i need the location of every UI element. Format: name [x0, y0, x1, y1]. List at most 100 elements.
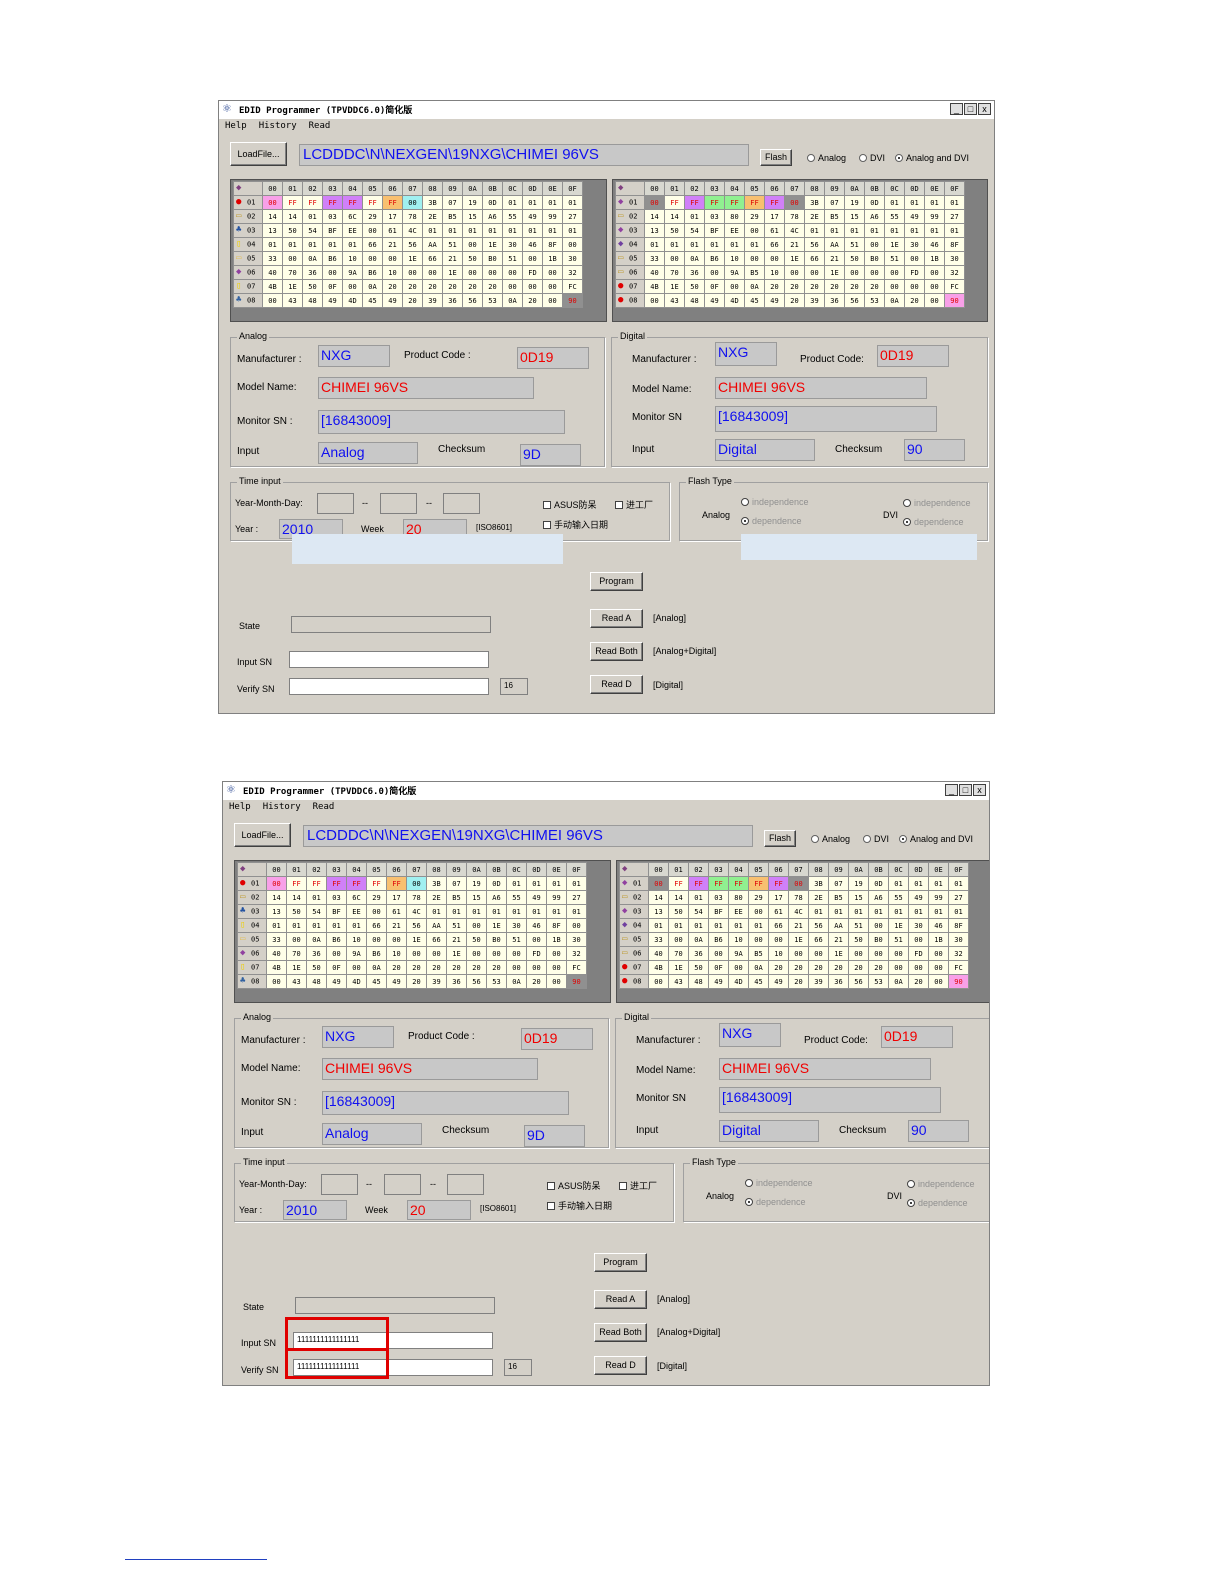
hex-cell[interactable]: 01	[546, 876, 567, 891]
hex-cell[interactable]: 49	[522, 209, 543, 224]
hex-cell[interactable]: 00	[426, 946, 447, 961]
hex-cell[interactable]: 1B	[546, 932, 567, 947]
hex-cell[interactable]: B6	[704, 251, 725, 266]
dvi-dependence-circle[interactable]	[907, 1199, 915, 1207]
hex-cell[interactable]: FF	[322, 195, 343, 210]
hex-cell[interactable]: 01	[466, 904, 487, 919]
hex-cell[interactable]: 00	[808, 946, 829, 961]
hex-cell[interactable]: 45	[748, 974, 769, 989]
hex-cell[interactable]: 0A	[744, 279, 765, 294]
hex-cell[interactable]: FF	[744, 195, 765, 210]
load-file-button[interactable]: LoadFile...	[230, 142, 287, 166]
menu-help[interactable]: Help	[225, 121, 247, 131]
analog-dependence-circle[interactable]	[741, 517, 749, 525]
flash-button[interactable]: Flash	[760, 149, 792, 166]
hex-cell[interactable]: 00	[768, 932, 789, 947]
hex-cell[interactable]: 49	[326, 974, 347, 989]
close-button[interactable]: x	[973, 784, 986, 796]
hex-cell[interactable]: 00	[908, 932, 929, 947]
hex-cell[interactable]: 8F	[944, 237, 965, 252]
hex-cell[interactable]: 01	[804, 223, 825, 238]
hex-cell[interactable]: 39	[426, 974, 447, 989]
hex-cell[interactable]: 00	[668, 932, 689, 947]
hex-cell[interactable]: 56	[462, 293, 483, 308]
manual-date-checkbox[interactable]: 手动输入日期	[547, 1199, 612, 1212]
hex-cell[interactable]: 00	[546, 960, 567, 975]
hex-cell[interactable]: 43	[282, 293, 303, 308]
hex-cell[interactable]: 00	[908, 960, 929, 975]
hex-cell[interactable]: 00	[848, 946, 869, 961]
hex-cell[interactable]: AA	[824, 237, 845, 252]
hex-cell[interactable]: 01	[924, 195, 945, 210]
hex-cell[interactable]: 39	[422, 293, 443, 308]
hex-cell[interactable]: 48	[688, 974, 709, 989]
hex-cell[interactable]: 40	[266, 946, 287, 961]
hex-cell[interactable]: 00	[868, 946, 889, 961]
hex-cell[interactable]: 01	[446, 904, 467, 919]
hex-cell[interactable]: 00	[482, 265, 503, 280]
hex-cell[interactable]: 50	[668, 904, 689, 919]
hex-cell[interactable]: 01	[688, 918, 709, 933]
hex-cell[interactable]: 15	[844, 209, 865, 224]
hex-cell[interactable]: 20	[904, 293, 925, 308]
hex-cell[interactable]: 13	[644, 223, 665, 238]
hex-cell[interactable]: 01	[808, 904, 829, 919]
hex-cell[interactable]: 20	[808, 960, 829, 975]
hex-cell[interactable]: 32	[944, 265, 965, 280]
hex-cell[interactable]: 4B	[648, 960, 669, 975]
program-button[interactable]: Program	[590, 572, 643, 591]
hex-cell[interactable]: 14	[648, 890, 669, 905]
hex-cell[interactable]: B0	[868, 932, 889, 947]
hex-cell[interactable]: 14	[282, 209, 303, 224]
hex-cell[interactable]: 1E	[664, 279, 685, 294]
hex-cell[interactable]: 61	[382, 223, 403, 238]
read-a-button[interactable]: Read A	[594, 1290, 647, 1309]
hex-cell[interactable]: 55	[502, 209, 523, 224]
factory-checkbox[interactable]: 进工厂	[615, 498, 653, 511]
hex-cell[interactable]: B5	[744, 265, 765, 280]
hex-cell[interactable]: 00	[888, 946, 909, 961]
hex-cell[interactable]: 00	[542, 293, 563, 308]
hex-cell[interactable]: 4B	[266, 960, 287, 975]
manual-date-checkbox[interactable]: 手动输入日期	[543, 518, 608, 531]
hex-cell[interactable]: 0D	[864, 195, 885, 210]
hex-cell[interactable]: 1E	[446, 946, 467, 961]
hex-cell[interactable]: 20	[804, 279, 825, 294]
hex-cell[interactable]: 1E	[784, 251, 805, 266]
day-input[interactable]	[447, 1174, 484, 1195]
hex-cell[interactable]: 01	[526, 904, 547, 919]
hex-cell[interactable]: 00	[286, 932, 307, 947]
hex-cell[interactable]: FF	[366, 876, 387, 891]
hex-cell[interactable]: 00	[928, 974, 949, 989]
hex-cell[interactable]: 70	[668, 946, 689, 961]
hex-cell[interactable]: 56	[402, 237, 423, 252]
hex-cell[interactable]: 14	[644, 209, 665, 224]
hex-cell[interactable]: 00	[342, 279, 363, 294]
hex-cell[interactable]: B5	[442, 209, 463, 224]
hex-cell[interactable]: 0A	[688, 932, 709, 947]
hex-cell[interactable]: 17	[764, 209, 785, 224]
hex-cell[interactable]: 00	[562, 237, 583, 252]
hex-cell[interactable]: 0F	[322, 279, 343, 294]
day-input[interactable]	[443, 493, 480, 514]
hex-cell[interactable]: 20	[908, 974, 929, 989]
hex-cell[interactable]: 53	[486, 974, 507, 989]
asus-checkbox-box[interactable]	[543, 500, 551, 509]
hex-cell[interactable]: 00	[362, 223, 383, 238]
hex-cell[interactable]: 46	[526, 918, 547, 933]
radio-dvi[interactable]: DVI	[859, 153, 885, 163]
hex-cell[interactable]: 01	[724, 237, 745, 252]
hex-cell[interactable]: 30	[506, 918, 527, 933]
radio-dvi-circle[interactable]	[859, 154, 867, 162]
dvi-dependence-radio[interactable]: dependence	[907, 1198, 968, 1208]
hex-cell[interactable]: 3B	[426, 876, 447, 891]
hex-cell[interactable]: AA	[426, 918, 447, 933]
hex-cell[interactable]: 48	[684, 293, 705, 308]
hex-cell[interactable]: 01	[302, 237, 323, 252]
hex-cell[interactable]: BF	[326, 904, 347, 919]
hex-cell[interactable]: 01	[342, 237, 363, 252]
hex-cell[interactable]: 00	[262, 195, 283, 210]
hex-cell[interactable]: 51	[884, 251, 905, 266]
hex-cell[interactable]: B5	[828, 890, 849, 905]
hex-cell[interactable]: EE	[724, 223, 745, 238]
